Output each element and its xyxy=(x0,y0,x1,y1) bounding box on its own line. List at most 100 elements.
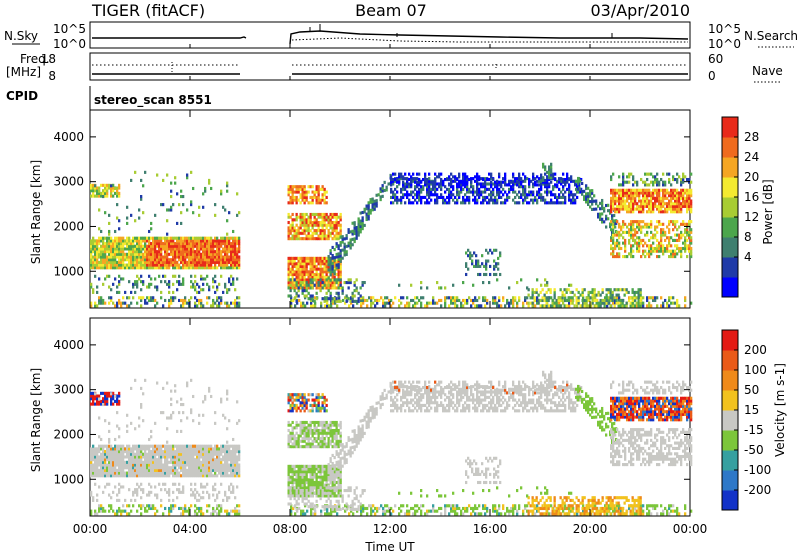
power-cell xyxy=(218,263,221,267)
power-cell xyxy=(564,190,567,194)
power-cell xyxy=(545,301,548,305)
velocity-cell xyxy=(406,504,409,508)
power-cell xyxy=(662,196,665,200)
power-cell xyxy=(450,301,453,305)
power-cell xyxy=(644,194,647,198)
velocity-cell xyxy=(154,485,157,489)
power-cell xyxy=(206,252,209,256)
power-cell xyxy=(617,301,620,305)
power-cell xyxy=(500,190,503,194)
power-cell xyxy=(660,210,663,214)
power-cell xyxy=(550,201,553,205)
power-cell xyxy=(180,244,183,248)
power-cell xyxy=(200,266,203,270)
power-cell xyxy=(672,228,675,232)
power-cell xyxy=(297,272,300,277)
power-cell xyxy=(174,176,177,180)
power-cell xyxy=(154,255,157,259)
power-cell xyxy=(182,304,185,308)
power-cell xyxy=(222,263,225,267)
power-cell xyxy=(406,182,409,186)
power-cell xyxy=(295,231,298,235)
power-cell xyxy=(287,215,290,219)
power-cell xyxy=(650,236,653,240)
power-cell xyxy=(636,207,639,211)
power-cell xyxy=(150,266,153,270)
power-cell xyxy=(216,250,219,254)
velocity-cell xyxy=(310,509,313,513)
velocity-cell xyxy=(92,498,95,502)
velocity-cell xyxy=(114,512,117,516)
power-cell xyxy=(335,215,338,219)
power-cell xyxy=(106,236,109,240)
power-cell xyxy=(534,198,537,202)
power-cell xyxy=(540,185,543,189)
power-cell xyxy=(548,168,551,172)
power-cell xyxy=(650,204,653,208)
power-cell xyxy=(134,290,137,294)
power-cell xyxy=(307,259,310,263)
power-cell xyxy=(597,215,600,219)
power-cell xyxy=(325,267,328,271)
power-cell xyxy=(94,189,97,193)
power-cell xyxy=(684,304,687,308)
power-cell xyxy=(287,185,290,189)
power-cell xyxy=(591,298,594,303)
power-cell xyxy=(686,207,689,211)
power-cell xyxy=(212,244,215,248)
power-cell xyxy=(230,244,233,248)
power-cell xyxy=(120,252,123,256)
power-cell xyxy=(628,202,631,206)
power-cell xyxy=(311,198,314,202)
velocity-cell xyxy=(444,509,447,513)
power-cell xyxy=(464,179,467,183)
power-cell xyxy=(325,237,328,241)
power-cell xyxy=(190,239,193,243)
power-cell xyxy=(402,195,405,199)
power-cell xyxy=(581,304,584,308)
power-cell xyxy=(136,239,139,243)
power-cell xyxy=(589,191,592,196)
power-cell xyxy=(589,194,592,198)
power-cell xyxy=(319,198,322,202)
power-cell xyxy=(333,262,336,266)
power-cell xyxy=(333,215,336,219)
power-cell xyxy=(448,175,451,179)
power-cell xyxy=(630,225,633,229)
power-cell xyxy=(100,244,103,248)
power-cell xyxy=(162,304,165,308)
power-cell xyxy=(172,236,175,240)
power-cell xyxy=(339,231,342,235)
power-cell xyxy=(612,230,615,234)
power-cell xyxy=(236,192,239,196)
power-cell xyxy=(475,259,478,263)
power-cell xyxy=(317,286,320,290)
power-cell xyxy=(363,210,366,214)
power-cell xyxy=(622,222,625,226)
velocity-cell xyxy=(498,506,501,511)
power-cell xyxy=(305,218,308,222)
power-cell xyxy=(582,296,585,300)
power-cell xyxy=(289,237,292,241)
power-cell xyxy=(474,175,477,179)
power-cell xyxy=(470,298,473,303)
power-cell xyxy=(686,199,689,203)
power-cell xyxy=(490,185,493,189)
power-cell xyxy=(367,217,370,221)
power-cell xyxy=(666,210,669,214)
velocity-cell xyxy=(314,509,317,513)
power-cell xyxy=(337,255,340,259)
power-cell xyxy=(618,202,621,206)
power-cell xyxy=(652,180,655,184)
power-cell xyxy=(290,296,293,300)
power-cell xyxy=(112,244,115,248)
power-cell xyxy=(568,301,571,305)
power-cell xyxy=(430,182,433,186)
power-cell xyxy=(416,177,419,181)
power-cell xyxy=(652,194,655,198)
power-cell xyxy=(325,286,328,290)
power-cell xyxy=(236,242,239,246)
velocity-cell xyxy=(116,512,119,516)
power-cell xyxy=(570,201,573,205)
power-cell xyxy=(615,288,618,292)
